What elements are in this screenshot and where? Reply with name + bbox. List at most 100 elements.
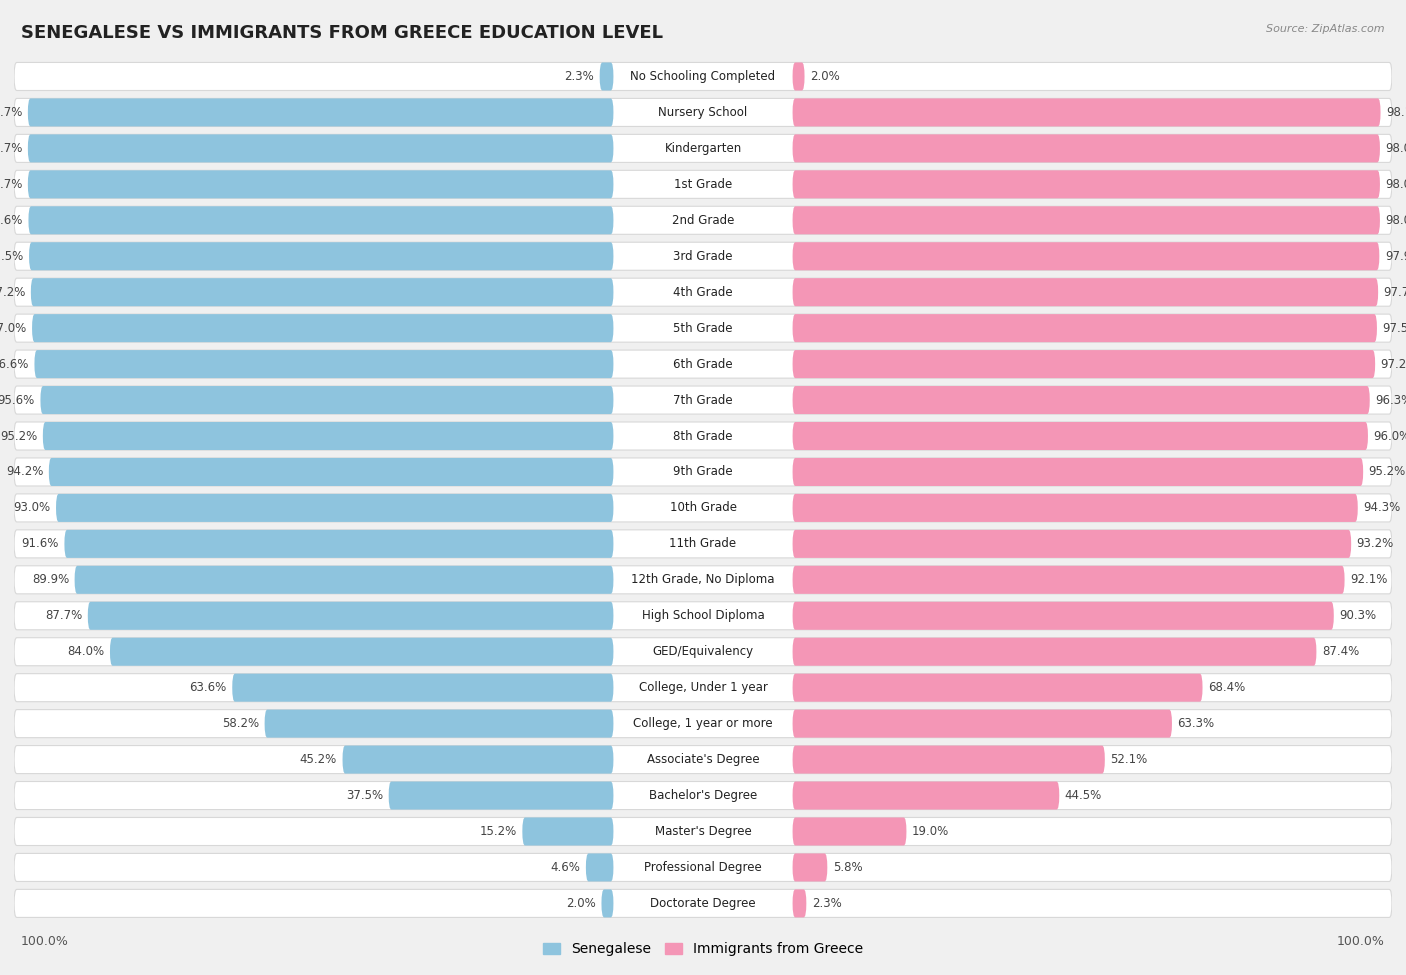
Text: 98.0%: 98.0% (1385, 214, 1406, 227)
FancyBboxPatch shape (793, 529, 1351, 558)
Text: 98.0%: 98.0% (1385, 142, 1406, 155)
FancyBboxPatch shape (41, 386, 613, 414)
Text: 96.0%: 96.0% (1374, 430, 1406, 443)
FancyBboxPatch shape (14, 602, 1392, 630)
FancyBboxPatch shape (793, 674, 1202, 702)
FancyBboxPatch shape (42, 422, 613, 450)
Text: Kindergarten: Kindergarten (665, 142, 741, 155)
Text: 97.9%: 97.9% (1385, 250, 1406, 262)
FancyBboxPatch shape (586, 853, 613, 881)
FancyBboxPatch shape (49, 458, 613, 486)
Text: 97.7%: 97.7% (0, 177, 22, 191)
FancyBboxPatch shape (793, 494, 1358, 522)
Text: 5.8%: 5.8% (832, 861, 862, 874)
FancyBboxPatch shape (14, 422, 1392, 450)
Text: 94.3%: 94.3% (1364, 501, 1400, 515)
FancyBboxPatch shape (30, 242, 613, 270)
Text: 95.2%: 95.2% (0, 430, 38, 443)
Text: 97.2%: 97.2% (1381, 358, 1406, 370)
Text: 97.2%: 97.2% (0, 286, 25, 298)
FancyBboxPatch shape (793, 171, 1379, 198)
Text: 92.1%: 92.1% (1350, 573, 1388, 586)
FancyBboxPatch shape (232, 674, 613, 702)
FancyBboxPatch shape (602, 889, 613, 917)
Text: 63.3%: 63.3% (1177, 718, 1215, 730)
Text: 1st Grade: 1st Grade (673, 177, 733, 191)
FancyBboxPatch shape (793, 746, 1105, 773)
FancyBboxPatch shape (793, 458, 1364, 486)
FancyBboxPatch shape (65, 529, 613, 558)
FancyBboxPatch shape (14, 494, 1392, 522)
Text: 10th Grade: 10th Grade (669, 501, 737, 515)
FancyBboxPatch shape (14, 817, 1392, 845)
Text: 68.4%: 68.4% (1208, 682, 1246, 694)
FancyBboxPatch shape (34, 350, 613, 378)
Text: 2nd Grade: 2nd Grade (672, 214, 734, 227)
Text: 97.5%: 97.5% (0, 250, 24, 262)
FancyBboxPatch shape (14, 782, 1392, 809)
Text: 93.0%: 93.0% (14, 501, 51, 515)
Text: 100.0%: 100.0% (21, 935, 69, 948)
FancyBboxPatch shape (343, 746, 613, 773)
FancyBboxPatch shape (14, 746, 1392, 773)
FancyBboxPatch shape (28, 207, 613, 234)
Text: Bachelor's Degree: Bachelor's Degree (650, 789, 756, 802)
Text: 5th Grade: 5th Grade (673, 322, 733, 334)
Text: Nursery School: Nursery School (658, 106, 748, 119)
FancyBboxPatch shape (14, 314, 1392, 342)
FancyBboxPatch shape (793, 422, 1368, 450)
Text: 4th Grade: 4th Grade (673, 286, 733, 298)
Text: 58.2%: 58.2% (222, 718, 259, 730)
FancyBboxPatch shape (523, 817, 613, 845)
Text: 3rd Grade: 3rd Grade (673, 250, 733, 262)
Text: 94.2%: 94.2% (6, 465, 44, 479)
Text: 12th Grade, No Diploma: 12th Grade, No Diploma (631, 573, 775, 586)
Text: 37.5%: 37.5% (346, 789, 384, 802)
FancyBboxPatch shape (793, 817, 907, 845)
FancyBboxPatch shape (28, 98, 613, 127)
FancyBboxPatch shape (793, 135, 1379, 163)
FancyBboxPatch shape (14, 135, 1392, 163)
FancyBboxPatch shape (28, 171, 613, 198)
FancyBboxPatch shape (793, 314, 1376, 342)
FancyBboxPatch shape (14, 710, 1392, 738)
Text: 7th Grade: 7th Grade (673, 394, 733, 407)
FancyBboxPatch shape (56, 494, 613, 522)
Text: 11th Grade: 11th Grade (669, 537, 737, 550)
Text: 97.7%: 97.7% (1384, 286, 1406, 298)
Text: GED/Equivalency: GED/Equivalency (652, 645, 754, 658)
Text: College, 1 year or more: College, 1 year or more (633, 718, 773, 730)
FancyBboxPatch shape (31, 278, 613, 306)
Text: 97.7%: 97.7% (0, 142, 22, 155)
FancyBboxPatch shape (14, 566, 1392, 594)
Text: 2.3%: 2.3% (564, 70, 595, 83)
FancyBboxPatch shape (793, 782, 1059, 809)
FancyBboxPatch shape (14, 674, 1392, 702)
FancyBboxPatch shape (14, 458, 1392, 486)
Text: 84.0%: 84.0% (67, 645, 104, 658)
Text: 44.5%: 44.5% (1064, 789, 1102, 802)
FancyBboxPatch shape (793, 889, 807, 917)
Text: 87.4%: 87.4% (1322, 645, 1360, 658)
Text: 91.6%: 91.6% (21, 537, 59, 550)
Text: 98.0%: 98.0% (1385, 177, 1406, 191)
Text: 97.0%: 97.0% (0, 322, 27, 334)
Text: 97.7%: 97.7% (0, 106, 22, 119)
Text: College, Under 1 year: College, Under 1 year (638, 682, 768, 694)
FancyBboxPatch shape (14, 350, 1392, 378)
FancyBboxPatch shape (793, 602, 1334, 630)
FancyBboxPatch shape (32, 314, 613, 342)
FancyBboxPatch shape (14, 242, 1392, 270)
Text: 87.7%: 87.7% (45, 609, 83, 622)
Text: Professional Degree: Professional Degree (644, 861, 762, 874)
FancyBboxPatch shape (388, 782, 613, 809)
FancyBboxPatch shape (14, 889, 1392, 917)
FancyBboxPatch shape (793, 386, 1369, 414)
Text: 9th Grade: 9th Grade (673, 465, 733, 479)
FancyBboxPatch shape (14, 386, 1392, 414)
FancyBboxPatch shape (14, 62, 1392, 91)
Text: Source: ZipAtlas.com: Source: ZipAtlas.com (1267, 24, 1385, 34)
Text: 2.0%: 2.0% (810, 70, 839, 83)
FancyBboxPatch shape (14, 278, 1392, 306)
Text: No Schooling Completed: No Schooling Completed (630, 70, 776, 83)
